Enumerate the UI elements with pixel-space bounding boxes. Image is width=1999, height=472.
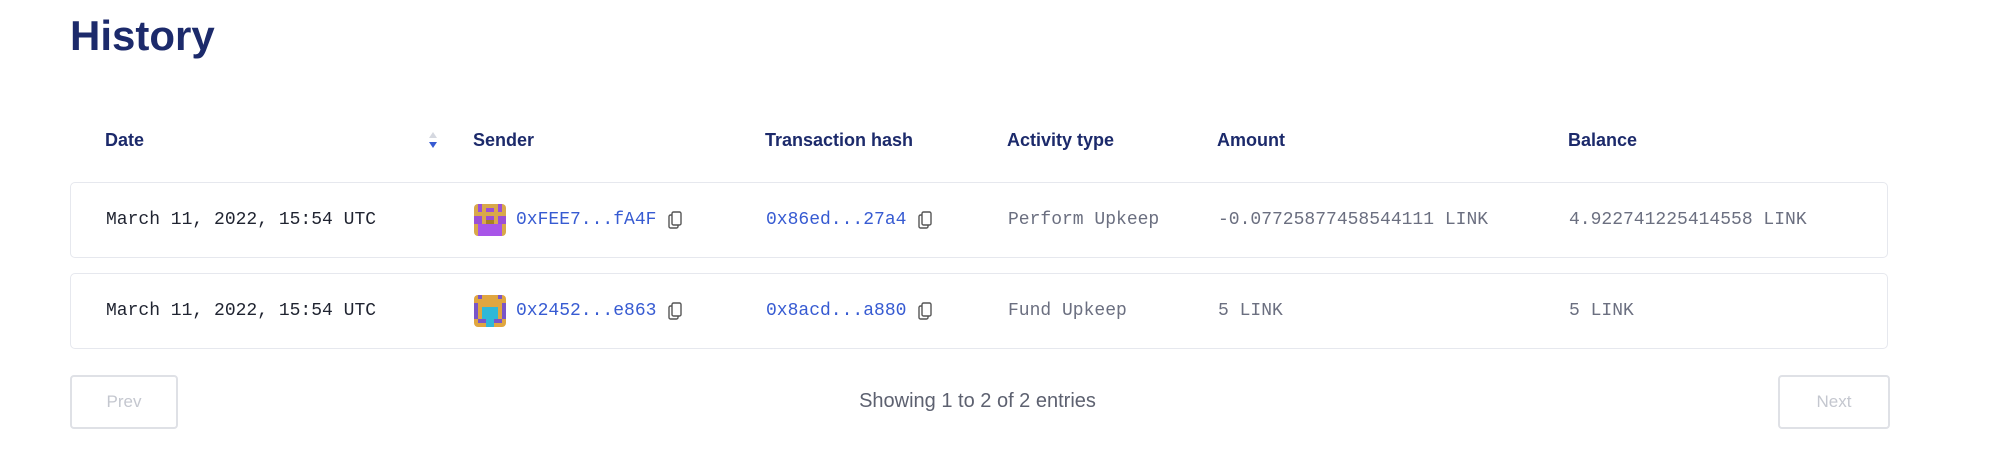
date-cell: March 11, 2022, 15:54 UTC [106,301,377,321]
column-header-amount: Amount [1217,130,1285,150]
transaction-hash-link[interactable]: 0x86ed...27a4 [766,210,907,230]
copy-icon[interactable] [918,211,933,229]
copy-icon[interactable] [668,302,683,320]
balance-cell: 5 LINK [1569,301,1634,321]
date-cell: March 11, 2022, 15:54 UTC [106,210,377,230]
copy-icon[interactable] [668,211,683,229]
copy-icon[interactable] [918,302,933,320]
sender-avatar [474,204,506,236]
column-header-activity-type: Activity type [1007,130,1115,150]
balance-cell: 4.922741225414558 LINK [1569,210,1807,230]
sender-address-link[interactable]: 0xFEE7...fA4F [516,210,657,230]
next-button[interactable]: Next [1778,375,1890,429]
column-header-transaction-hash: Transaction hash [765,130,914,150]
page-title: History [70,12,215,59]
transaction-hash-cell: 0x8acd...a880 [766,274,933,348]
activity-type-cell: Fund Upkeep [1008,301,1127,321]
table-row: March 11, 2022, 15:54 UTC 0xFEE7...fA4F … [70,182,1888,258]
prev-button[interactable]: Prev [70,375,178,429]
sender-address-link[interactable]: 0x2452...e863 [516,301,657,321]
sender-avatar [474,295,506,327]
table-row: March 11, 2022, 15:54 UTC 0x2452...e863 … [70,273,1888,349]
pagination-summary: Showing 1 to 2 of 2 entries [859,390,1096,412]
sender-cell: 0x2452...e863 [474,274,683,348]
sender-cell: 0xFEE7...fA4F [474,183,683,257]
activity-type-cell: Perform Upkeep [1008,210,1160,230]
column-header-balance: Balance [1568,130,1638,150]
transaction-hash-cell: 0x86ed...27a4 [766,183,933,257]
sort-arrows-icon[interactable] [427,130,439,152]
transaction-hash-link[interactable]: 0x8acd...a880 [766,301,907,321]
column-header-sender: Sender [473,130,535,150]
column-header-date[interactable]: Date [105,130,145,150]
amount-cell: -0.07725877458544111 LINK [1218,210,1489,230]
amount-cell: 5 LINK [1218,301,1283,321]
